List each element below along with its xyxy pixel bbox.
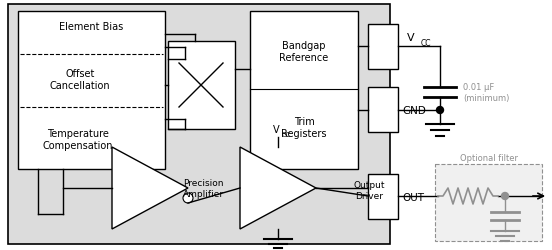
Bar (250, 12, 358, 169)
Bar (368, 88, 398, 132)
Polygon shape (112, 148, 188, 229)
Circle shape (502, 193, 508, 200)
Circle shape (437, 107, 443, 114)
Polygon shape (240, 148, 316, 229)
Bar (8, 5, 390, 244)
Bar (368, 174, 398, 219)
Text: Trim
Registers: Trim Registers (282, 117, 327, 138)
Bar (168, 42, 235, 130)
Text: CC: CC (421, 38, 432, 47)
Text: Offset
Cancellation: Offset Cancellation (50, 69, 110, 90)
Text: GND: GND (402, 106, 426, 116)
Bar (18, 12, 165, 169)
Bar (435, 164, 542, 241)
Text: V: V (273, 124, 279, 134)
Circle shape (183, 193, 193, 203)
Text: Temperature
Compensation: Temperature Compensation (43, 129, 113, 150)
Text: V: V (407, 33, 415, 43)
Text: 0.01 μF
(minimum): 0.01 μF (minimum) (463, 83, 509, 102)
Text: OUT: OUT (402, 192, 424, 202)
Text: Optional filter: Optional filter (460, 154, 518, 163)
Text: Precision
Amplifier: Precision Amplifier (183, 178, 224, 198)
Text: Output
Driver: Output Driver (353, 180, 385, 200)
Bar (368, 25, 398, 70)
Text: Element Bias: Element Bias (59, 22, 123, 32)
Text: Bandgap
Reference: Bandgap Reference (279, 41, 328, 62)
Text: CC: CC (282, 132, 291, 138)
